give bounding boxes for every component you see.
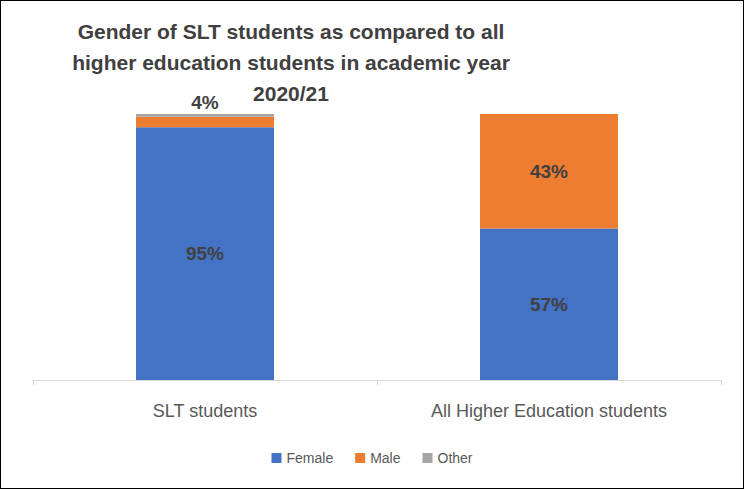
svg-text:2020/21: 2020/21 bbox=[253, 82, 329, 105]
svg-text:All Higher Education students: All Higher Education students bbox=[431, 401, 667, 421]
svg-text:Gender of SLT students as comp: Gender of SLT students as compared to al… bbox=[78, 20, 505, 43]
svg-text:higher education students in a: higher education students in academic ye… bbox=[72, 51, 510, 74]
svg-text:Female: Female bbox=[286, 450, 333, 466]
svg-text:95%: 95% bbox=[186, 243, 224, 264]
svg-text:4%: 4% bbox=[191, 92, 219, 113]
svg-text:57%: 57% bbox=[530, 294, 568, 315]
svg-text:Other: Other bbox=[438, 450, 473, 466]
svg-text:SLT students: SLT students bbox=[153, 401, 257, 421]
svg-text:43%: 43% bbox=[530, 161, 568, 182]
svg-text:Male: Male bbox=[370, 450, 401, 466]
